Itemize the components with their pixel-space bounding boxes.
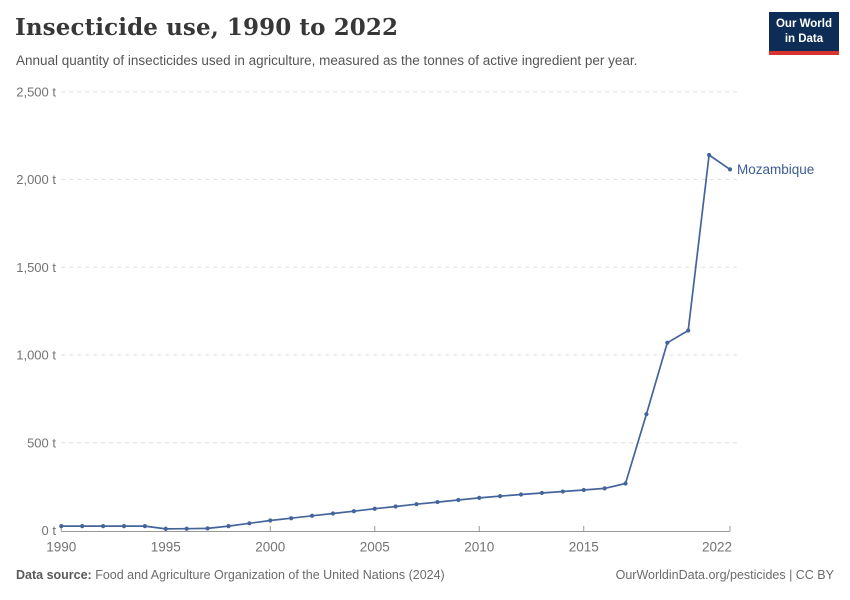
y-axis-tick-label: 500 t (27, 435, 56, 450)
y-axis-tick-label: 0 t (42, 523, 57, 538)
data-point[interactable] (80, 524, 85, 529)
x-axis-tick-label: 2005 (360, 540, 390, 555)
data-point[interactable] (623, 481, 628, 486)
y-axis-tick-label: 1,500 t (16, 260, 56, 275)
data-point[interactable] (309, 513, 315, 518)
x-axis-tick-label: 2000 (255, 540, 285, 555)
chart-subtitle: Annual quantity of insecticides used in … (16, 53, 638, 68)
owid-logo-line1: Our World (775, 18, 832, 30)
data-point[interactable] (393, 504, 398, 509)
data-point[interactable] (142, 524, 147, 529)
x-axis-tick-label: 1990 (46, 540, 76, 555)
data-point[interactable] (121, 524, 127, 529)
data-point[interactable] (581, 487, 586, 493)
chart-title: Insecticide use, 1990 to 2022 (15, 14, 399, 41)
x-axis-tick-label: 1995 (151, 540, 181, 555)
data-point[interactable] (163, 526, 168, 532)
owid-logo-line2: in Data (784, 32, 824, 45)
data-point[interactable] (727, 167, 733, 172)
chart-footer: Data source: Food and Agriculture Organi… (16, 568, 834, 582)
data-point[interactable] (414, 502, 419, 507)
data-point[interactable] (456, 497, 461, 503)
data-point[interactable] (372, 506, 377, 511)
data-source: Data source: Food and Agriculture Organi… (16, 568, 445, 582)
data-point[interactable] (184, 526, 189, 531)
data-point[interactable] (351, 509, 356, 514)
data-point[interactable] (539, 490, 545, 496)
data-point[interactable] (205, 526, 210, 531)
data-point[interactable] (226, 524, 231, 529)
x-axis-tick-label: 2015 (569, 540, 599, 555)
data-point[interactable] (560, 489, 565, 494)
data-point[interactable] (518, 492, 524, 497)
x-axis-tick-label: 2022 (702, 540, 732, 555)
data-point[interactable] (330, 511, 336, 516)
data-point[interactable] (665, 340, 670, 345)
data-point[interactable] (59, 524, 64, 529)
data-point[interactable] (247, 521, 252, 526)
data-point[interactable] (435, 499, 440, 505)
data-point[interactable] (268, 518, 273, 523)
data-point[interactable] (644, 412, 649, 417)
y-axis-tick-label: 2,000 t (16, 172, 56, 187)
data-point[interactable] (498, 494, 503, 499)
data-point[interactable] (602, 486, 607, 491)
data-point[interactable] (707, 152, 712, 158)
owid-logo[interactable]: Our World in Data (768, 12, 839, 55)
series-label-mozambique[interactable]: Mozambique (737, 162, 814, 177)
data-point[interactable] (477, 495, 482, 500)
y-axis-tick-label: 1,000 t (16, 348, 56, 363)
data-source-label: Data source: (16, 568, 92, 582)
series-line (60, 154, 731, 530)
attribution-link[interactable]: OurWorldinData.org/pesticides | CC BY (615, 568, 834, 582)
data-point[interactable] (289, 516, 294, 521)
data-source-text: Food and Agriculture Organization of the… (91, 568, 445, 582)
x-axis-tick-label: 2010 (464, 540, 494, 555)
data-point[interactable] (686, 328, 691, 333)
data-point[interactable] (100, 524, 106, 529)
y-axis-tick-label: 2,500 t (16, 84, 56, 99)
